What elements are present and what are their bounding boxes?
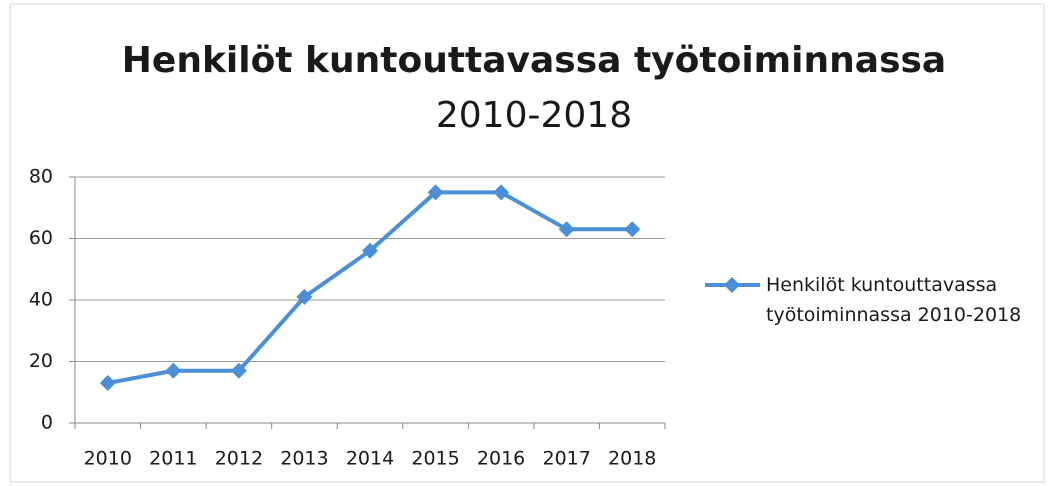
data-point — [230, 362, 247, 379]
y-tick-label: 20 — [29, 350, 53, 372]
data-point — [624, 221, 641, 238]
chart-title: Henkilöt kuntouttavassa työtoiminnassa — [122, 40, 946, 81]
y-tick-label: 0 — [41, 412, 53, 434]
y-tick-label: 80 — [29, 166, 53, 188]
y-tick-label: 60 — [29, 227, 53, 249]
legend-label: Henkilöt kuntouttavassa työtoiminnassa 2… — [766, 274, 1022, 326]
data-point — [165, 362, 182, 379]
data-point — [427, 184, 444, 201]
legend-marker — [724, 277, 740, 293]
data-point — [296, 288, 313, 305]
data-point — [99, 375, 116, 392]
x-tick-label: 2013 — [280, 448, 328, 470]
y-tick-label: 40 — [29, 289, 53, 311]
x-tick-label: 2016 — [477, 448, 525, 470]
x-tick-label: 2010 — [84, 448, 132, 470]
data-point — [493, 184, 510, 201]
x-tick-label: 2015 — [411, 448, 459, 470]
chart-frame — [9, 3, 1045, 483]
x-tick-label: 2017 — [542, 448, 590, 470]
chart-subtitle: 2010-2018 — [436, 95, 632, 136]
x-tick-label: 2012 — [215, 448, 263, 470]
x-tick-label: 2018 — [608, 448, 656, 470]
x-tick-label: 2014 — [346, 448, 394, 470]
x-tick-label: 2011 — [149, 448, 197, 470]
data-point — [558, 221, 575, 238]
data-point — [362, 242, 378, 259]
